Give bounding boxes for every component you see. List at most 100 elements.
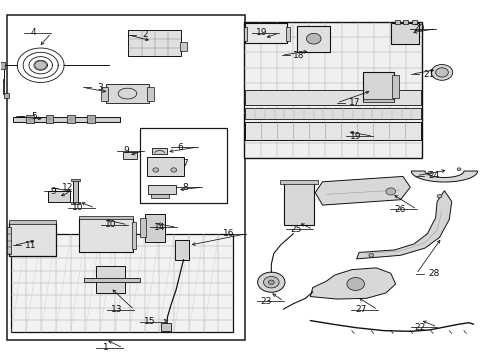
Bar xyxy=(6,15,245,339)
Bar xyxy=(411,20,416,24)
Text: 25: 25 xyxy=(289,225,301,234)
Bar xyxy=(0,62,5,69)
Bar xyxy=(101,87,108,101)
Bar xyxy=(279,180,317,184)
Text: 7: 7 xyxy=(182,159,187,168)
Bar xyxy=(244,22,422,158)
Text: 26: 26 xyxy=(393,205,405,214)
Text: 13: 13 xyxy=(111,305,122,314)
Bar xyxy=(128,31,181,56)
Text: 9: 9 xyxy=(50,187,56,196)
Circle shape xyxy=(436,194,441,198)
Text: 16: 16 xyxy=(223,229,234,238)
Polygon shape xyxy=(310,268,395,299)
Circle shape xyxy=(257,272,285,292)
Bar xyxy=(73,180,78,203)
Text: 11: 11 xyxy=(25,241,37,250)
Polygon shape xyxy=(315,176,409,205)
Bar xyxy=(403,20,407,24)
Bar xyxy=(391,75,398,98)
Circle shape xyxy=(263,276,279,288)
Circle shape xyxy=(346,278,364,291)
Text: 21: 21 xyxy=(422,70,434,79)
Circle shape xyxy=(368,253,373,257)
Circle shape xyxy=(430,64,452,80)
Bar xyxy=(140,218,145,237)
Text: 2: 2 xyxy=(142,30,147,39)
Bar xyxy=(87,116,95,123)
Text: 28: 28 xyxy=(427,269,439,278)
Bar xyxy=(122,152,137,159)
Bar xyxy=(9,220,56,225)
Text: 4: 4 xyxy=(31,28,37,37)
Bar xyxy=(13,117,120,122)
Text: 20: 20 xyxy=(412,24,424,33)
Bar xyxy=(285,27,289,41)
Text: 10: 10 xyxy=(72,203,83,212)
Text: 1: 1 xyxy=(102,343,108,352)
Text: 8: 8 xyxy=(182,183,187,192)
Circle shape xyxy=(170,168,176,172)
Bar xyxy=(243,27,247,41)
Bar xyxy=(245,108,420,119)
Bar xyxy=(48,192,70,202)
Text: 5: 5 xyxy=(31,112,37,121)
Bar xyxy=(45,116,53,123)
Bar xyxy=(151,194,169,198)
Bar xyxy=(390,23,418,44)
Circle shape xyxy=(385,188,395,195)
Text: 18: 18 xyxy=(293,51,304,60)
Bar xyxy=(147,87,154,101)
Text: 27: 27 xyxy=(354,305,366,314)
Bar xyxy=(4,93,9,98)
Bar xyxy=(144,214,164,242)
Bar xyxy=(79,218,133,252)
Bar xyxy=(132,222,136,249)
Text: 19: 19 xyxy=(255,28,267,37)
Text: 19: 19 xyxy=(349,132,361,141)
Circle shape xyxy=(153,168,158,172)
Text: 17: 17 xyxy=(348,98,359,107)
Text: 12: 12 xyxy=(62,183,74,192)
Bar xyxy=(71,202,80,204)
Circle shape xyxy=(435,68,447,77)
Text: 22: 22 xyxy=(413,323,425,332)
Text: 23: 23 xyxy=(260,297,272,306)
Bar xyxy=(26,116,34,123)
Circle shape xyxy=(35,61,46,69)
Bar xyxy=(283,182,313,225)
Bar xyxy=(152,148,167,154)
Bar xyxy=(147,157,183,176)
Bar xyxy=(6,227,11,253)
Bar xyxy=(96,266,125,293)
Bar xyxy=(11,234,233,332)
Bar xyxy=(140,128,227,203)
Bar xyxy=(245,122,420,140)
Circle shape xyxy=(268,280,274,284)
Bar xyxy=(394,20,399,24)
Circle shape xyxy=(456,168,460,171)
Bar xyxy=(245,90,420,105)
Polygon shape xyxy=(410,171,477,182)
Bar xyxy=(9,223,56,256)
Bar xyxy=(160,323,171,331)
Text: 9: 9 xyxy=(123,146,129,155)
Bar xyxy=(79,216,133,220)
Circle shape xyxy=(306,33,321,44)
Text: 14: 14 xyxy=(153,223,164,232)
Text: 10: 10 xyxy=(104,220,116,229)
Bar xyxy=(245,23,286,43)
Polygon shape xyxy=(356,191,451,259)
Bar xyxy=(71,179,80,181)
Bar xyxy=(105,84,149,103)
Bar xyxy=(175,240,188,260)
Bar xyxy=(297,26,330,51)
Bar xyxy=(362,99,393,102)
Bar xyxy=(362,72,393,101)
Circle shape xyxy=(427,171,431,174)
Text: 6: 6 xyxy=(177,143,183,152)
Bar xyxy=(180,42,186,51)
Text: 24: 24 xyxy=(427,171,438,180)
Bar xyxy=(148,185,176,194)
Bar xyxy=(83,278,140,282)
